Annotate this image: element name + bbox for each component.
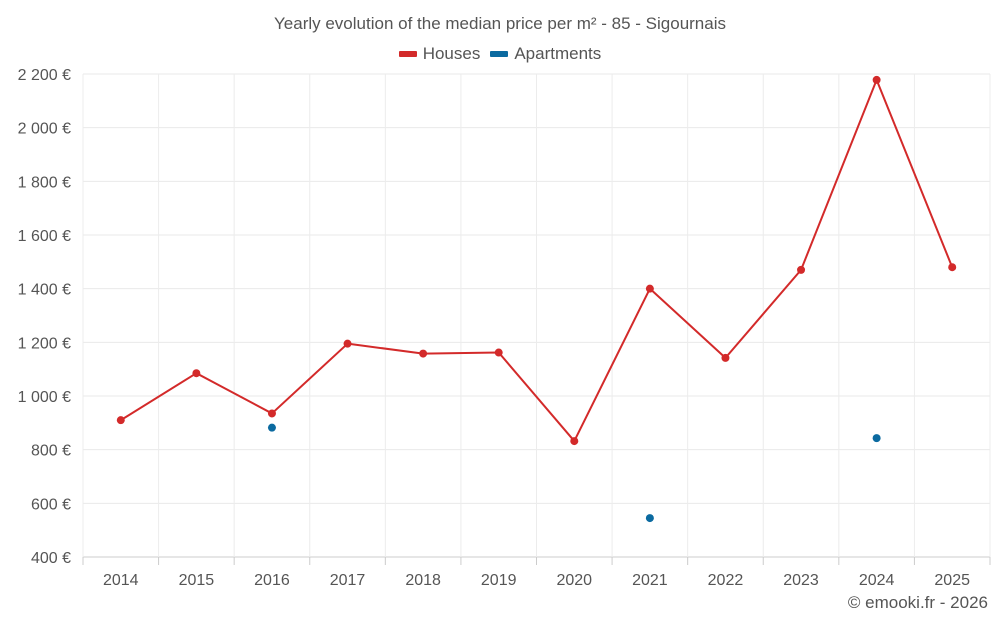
y-tick-label: 1 600 €: [18, 228, 71, 245]
grid: [82, 73, 991, 558]
data-point-houses[interactable]: [948, 263, 957, 272]
series-line-houses: [120, 78, 954, 443]
data-point-houses[interactable]: [192, 369, 201, 378]
series-layer: [116, 75, 957, 523]
x-tick-label: 2024: [859, 572, 895, 589]
y-tick-label: 1 000 €: [18, 389, 71, 406]
data-point-houses[interactable]: [116, 416, 125, 425]
legend-swatch-houses: [398, 51, 417, 57]
legend-item-apartments[interactable]: Apartments: [490, 44, 601, 64]
data-point-houses[interactable]: [267, 409, 276, 418]
chart-title: Yearly evolution of the median price per…: [274, 14, 726, 33]
data-point-houses[interactable]: [797, 265, 806, 274]
chart-legend: Houses Apartments: [0, 44, 1000, 64]
y-tick-label: 1 800 €: [18, 174, 71, 191]
x-tick-label: 2017: [330, 572, 366, 589]
x-tick-label: 2015: [179, 572, 215, 589]
data-point-houses[interactable]: [419, 349, 428, 358]
x-tick-label: 2019: [481, 572, 517, 589]
x-tick-label: 2022: [708, 572, 744, 589]
credit-text: © emooki.fr - 2026: [847, 593, 988, 612]
legend-label-houses: Houses: [422, 44, 481, 63]
y-tick-label: 2 000 €: [18, 121, 71, 138]
x-tick-label: 2014: [103, 572, 139, 589]
data-point-apartments[interactable]: [645, 514, 654, 523]
y-tick-label: 1 200 €: [18, 335, 71, 352]
data-point-houses[interactable]: [872, 75, 881, 84]
x-tick-label: 2021: [632, 572, 668, 589]
legend-item-houses[interactable]: Houses: [398, 44, 481, 64]
data-point-houses[interactable]: [645, 284, 654, 293]
x-tick-label: 2018: [405, 572, 441, 589]
data-point-houses[interactable]: [343, 339, 352, 348]
data-point-houses[interactable]: [721, 353, 730, 362]
y-tick-label: 2 200 €: [18, 67, 71, 84]
y-tick-label: 600 €: [31, 496, 71, 513]
x-tick-label: 2023: [783, 572, 819, 589]
axes: 400 € 600 € 800 € 1 000 € 1 200 € 1 400 € 1 60…: [18, 67, 991, 589]
y-tick-label: 400 €: [31, 550, 71, 567]
legend-label-apartments: Apartments: [514, 44, 602, 63]
y-tick-label: 800 €: [31, 443, 71, 460]
legend-swatch-apartments: [490, 51, 509, 57]
data-point-apartments[interactable]: [267, 423, 276, 432]
data-point-apartments[interactable]: [872, 434, 881, 443]
x-tick-label: 2016: [254, 572, 290, 589]
data-point-houses[interactable]: [494, 348, 503, 357]
x-tick-label: 2020: [556, 572, 592, 589]
x-tick-label: 2025: [934, 572, 970, 589]
y-tick-label: 1 400 €: [18, 282, 71, 299]
data-point-houses[interactable]: [570, 437, 579, 446]
